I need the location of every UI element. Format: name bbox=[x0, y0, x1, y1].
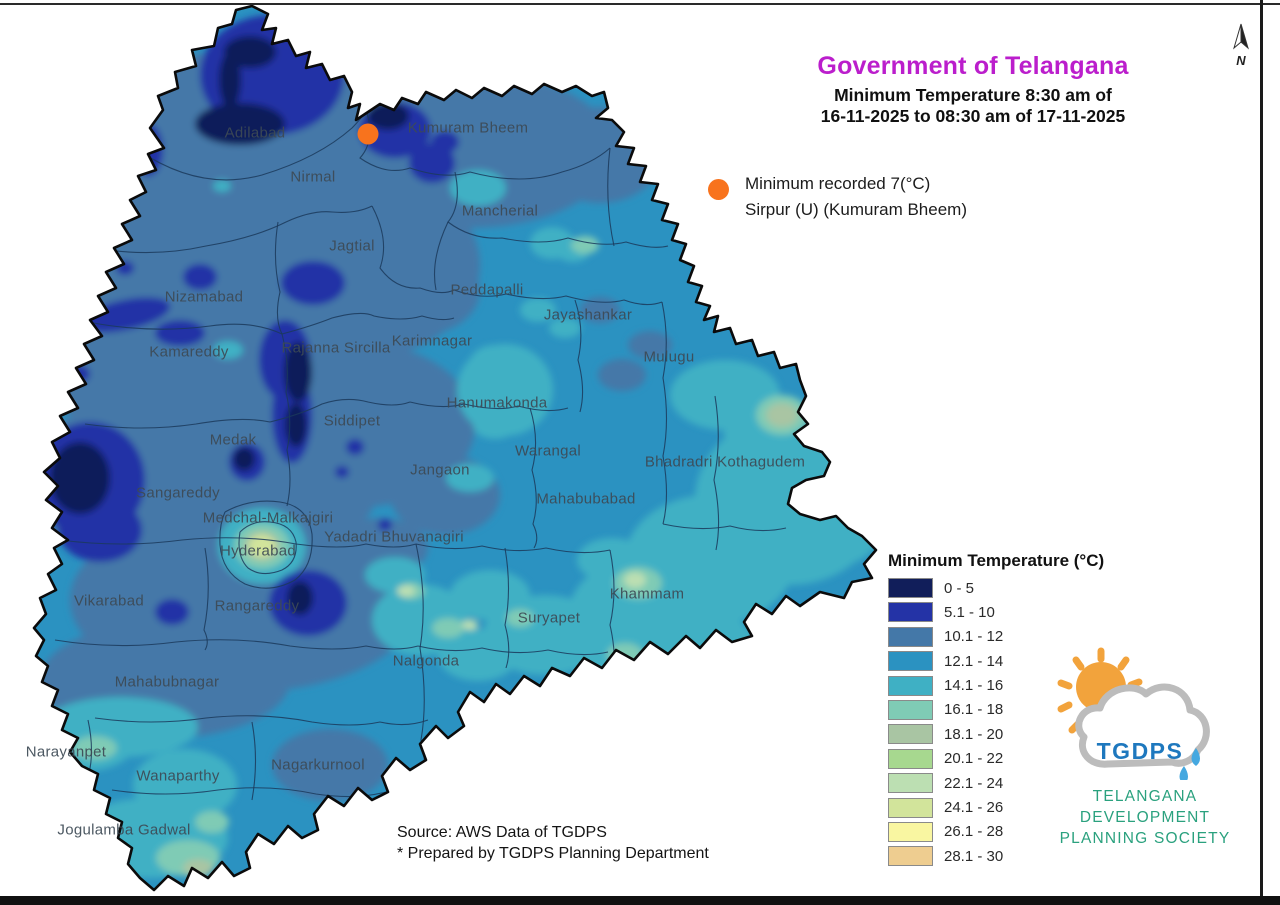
source-note: Source: AWS Data of TGDPS * Prepared by … bbox=[397, 822, 709, 864]
min-temp-marker bbox=[357, 123, 379, 145]
legend-item: 14.1 - 16 bbox=[888, 675, 1104, 696]
legend-item: 20.1 - 22 bbox=[888, 748, 1104, 769]
north-arrow-icon bbox=[1233, 23, 1249, 50]
legend-swatch bbox=[888, 651, 933, 672]
org-name-line3: PLANNING SOCIETY bbox=[1059, 830, 1231, 847]
temperature-surface bbox=[34, 6, 876, 890]
legend-item: 0 - 5 bbox=[888, 578, 1104, 598]
map-header: Government of Telangana Minimum Temperat… bbox=[768, 52, 1178, 127]
tgdps-logo-icon: TGDPS bbox=[1057, 647, 1210, 784]
legend-swatch bbox=[888, 773, 933, 794]
legend-swatch bbox=[888, 821, 933, 842]
record-note-line2: Sirpur (U) (Kumuram Bheem) bbox=[745, 200, 967, 219]
legend-item: 26.1 - 28 bbox=[888, 821, 1104, 842]
page-border-right bbox=[1260, 0, 1263, 905]
tgdps-logo: TGDPS TELANGANA DEVELOPMENT PLANNING SOC… bbox=[1038, 642, 1252, 848]
legend-range-label: 16.1 - 18 bbox=[944, 701, 1004, 719]
north-label: N bbox=[1236, 53, 1246, 68]
legend-range-label: 20.1 - 22 bbox=[944, 750, 1004, 768]
legend-swatch bbox=[888, 797, 933, 818]
district-boundaries bbox=[54, 109, 787, 801]
legend-item: 5.1 - 10 bbox=[888, 602, 1104, 623]
legend-swatch bbox=[888, 675, 933, 696]
subtitle-line1: Minimum Temperature 8:30 am of bbox=[834, 85, 1112, 105]
record-dot-icon bbox=[708, 179, 729, 200]
legend-items: 0 - 5 5.1 - 10 10.1 - 12 12.1 - 14 14.1 - 16… bbox=[888, 578, 1104, 867]
legend-swatch bbox=[888, 578, 933, 598]
page-border-bottom bbox=[0, 896, 1280, 905]
legend-item: 16.1 - 18 bbox=[888, 699, 1104, 720]
legend-range-label: 26.1 - 28 bbox=[944, 823, 1004, 841]
legend-item: 10.1 - 12 bbox=[888, 626, 1104, 647]
state-outline bbox=[32, 4, 878, 892]
raindrop-icon bbox=[1179, 748, 1200, 784]
legend-item: 12.1 - 14 bbox=[888, 651, 1104, 672]
legend-title: Minimum Temperature (°C) bbox=[888, 551, 1105, 570]
legend-swatch bbox=[888, 602, 933, 623]
org-name-line2: DEVELOPMENT bbox=[1079, 809, 1211, 826]
org-name-line1: TELANGANA bbox=[1092, 788, 1198, 805]
legend-range-label: 22.1 - 24 bbox=[944, 774, 1004, 792]
legend-range-label: 0 - 5 bbox=[944, 579, 975, 597]
legend-range-label: 24.1 - 26 bbox=[944, 799, 1004, 817]
page-title: Government of Telangana bbox=[817, 52, 1129, 80]
subtitle-line2: 16-11-2025 to 08:30 am of 17-11-2025 bbox=[820, 106, 1126, 126]
cloud-icon bbox=[1075, 683, 1210, 768]
legend-range-label: 14.1 - 16 bbox=[944, 677, 1004, 695]
record-note-line1: Minimum recorded 7(°C) bbox=[745, 174, 931, 193]
north-arrow: N bbox=[1226, 22, 1256, 68]
legend-range-label: 28.1 - 30 bbox=[944, 847, 1004, 865]
temperature-legend: Minimum Temperature (°C) 0 - 5 5.1 - 10 10… bbox=[888, 551, 1104, 871]
source-line1: Source: AWS Data of TGDPS bbox=[397, 824, 607, 841]
legend-range-label: 10.1 - 12 bbox=[944, 628, 1004, 646]
legend-swatch bbox=[888, 748, 933, 769]
page-border-top bbox=[0, 3, 1280, 5]
legend-item: 24.1 - 26 bbox=[888, 797, 1104, 818]
legend-item: 18.1 - 20 bbox=[888, 724, 1104, 745]
legend-range-label: 5.1 - 10 bbox=[944, 603, 995, 621]
legend-swatch bbox=[888, 699, 933, 720]
legend-range-label: 12.1 - 14 bbox=[944, 652, 1004, 670]
legend-item: 28.1 - 30 bbox=[888, 846, 1104, 867]
source-line2: * Prepared by TGDPS Planning Department bbox=[397, 845, 709, 862]
legend-swatch bbox=[888, 846, 933, 867]
tgdps-acronym: TGDPS bbox=[1097, 738, 1184, 764]
legend-range-label: 18.1 - 20 bbox=[944, 725, 1004, 743]
legend-swatch bbox=[888, 724, 933, 745]
legend-item: 22.1 - 24 bbox=[888, 773, 1104, 794]
legend-swatch bbox=[888, 626, 933, 647]
